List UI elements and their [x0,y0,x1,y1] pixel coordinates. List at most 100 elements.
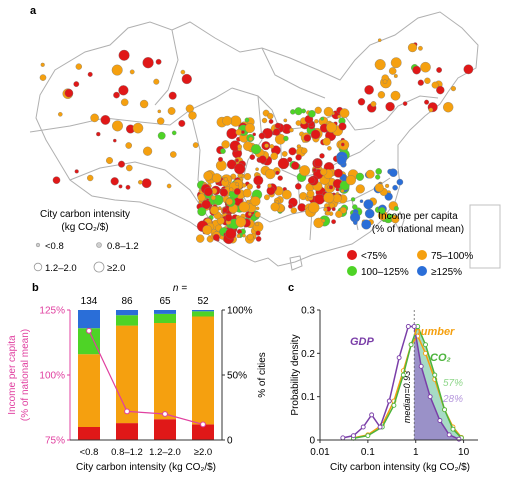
province-border [154,29,326,106]
city-dot [308,110,316,118]
city-dot [254,211,261,218]
x-tick-label: 0.8–1.2 [111,447,143,458]
city-dot [350,197,356,202]
size-legend-marker [93,261,105,273]
city-dot [203,171,213,181]
city-dot [321,218,326,223]
city-dot [58,112,63,117]
density-point [340,435,346,441]
city-dot [258,132,266,140]
city-dot [424,77,431,84]
city-dot [96,131,101,137]
bar-segment [78,310,100,329]
city-dot [312,167,317,173]
city-dot [112,120,123,132]
y-tick-label: 0.3 [301,306,315,317]
panel-label-c: c [288,282,294,294]
color-legend-swatch [417,266,427,276]
city-dot [125,142,132,149]
shade-label-co2: 57% [443,378,463,389]
city-dot [255,167,259,171]
bar-segment [192,311,214,317]
x-axis-title: City carbon intensity (kg CO₂/$) [330,462,470,473]
panel-label-b: b [32,282,39,294]
city-dot [244,117,250,123]
city-dot [463,64,474,75]
city-dot [290,207,297,214]
n-label: n = [173,283,187,294]
city-dot [319,153,325,159]
bar-segment [154,313,176,323]
median-label: median=0.93 [402,371,412,423]
y-tick-label: 0.2 [301,349,315,360]
x-tick-label: ≥2.0 [194,447,212,458]
city-dot [248,136,253,142]
bar-segment [192,424,214,440]
city-dot [229,187,234,192]
size-legend-label: 0.8–1.2 [107,241,139,252]
city-dot [337,114,341,119]
city-dot [225,198,233,206]
bar-segment [154,323,176,420]
right-tick-label: 0 [227,436,233,447]
density-point [450,426,456,432]
city-dot [288,203,294,209]
panel-label-a: a [30,5,37,17]
left-tick-label: 100% [39,371,65,382]
city-dot [221,140,230,149]
city-dot [428,107,434,113]
city-dot [210,205,219,215]
size-legend-label: 1.2–2.0 [45,263,77,274]
city-dot [396,178,404,186]
city-dot [431,81,439,89]
density-point [386,398,392,404]
city-dot [307,176,316,185]
city-dot [222,207,228,213]
income-point [86,327,92,334]
city-dot [338,122,347,131]
size-legend-label: <0.8 [45,241,64,252]
x-tick-label: <0.8 [80,447,99,458]
bar-segment [78,328,100,355]
city-dot [364,208,375,219]
city-dot [201,199,211,210]
city-dot [243,173,252,181]
city-dot [192,142,199,148]
shade-label-gdp: 28% [442,394,463,405]
city-dot [226,128,238,140]
city-dot [222,115,232,126]
city-dot [370,101,377,107]
city-dot [126,164,133,172]
city-dot [141,178,152,189]
color-legend-swatch [347,250,357,260]
city-dot [388,67,397,75]
left-axis-subtitle: (% of national mean) [20,329,31,421]
bar-segment [192,316,214,425]
density-point [391,402,397,408]
city-dot [377,91,386,99]
city-dot [111,64,123,76]
color-legend-swatch [417,250,427,260]
income-line [88,330,204,425]
bar-segment [154,419,176,440]
city-dot [264,194,270,201]
city-dot [244,123,255,134]
city-dot [340,142,345,147]
city-dot [253,175,264,186]
density-point [446,432,452,438]
city-dot [249,154,256,160]
city-dot [392,184,398,191]
city-dot [188,111,197,120]
city-dot [113,138,117,143]
y-tick-label: 0 [309,436,315,447]
city-dot [155,58,162,65]
city-dot [138,179,143,185]
n-value: 65 [159,296,171,307]
color-legend-label: 75–100% [431,251,473,262]
island [289,255,303,271]
income-point [162,411,168,417]
city-dot [322,137,331,146]
income-point [124,408,130,415]
city-dot [267,112,274,120]
color-legend-label: 100–125% [361,267,409,278]
